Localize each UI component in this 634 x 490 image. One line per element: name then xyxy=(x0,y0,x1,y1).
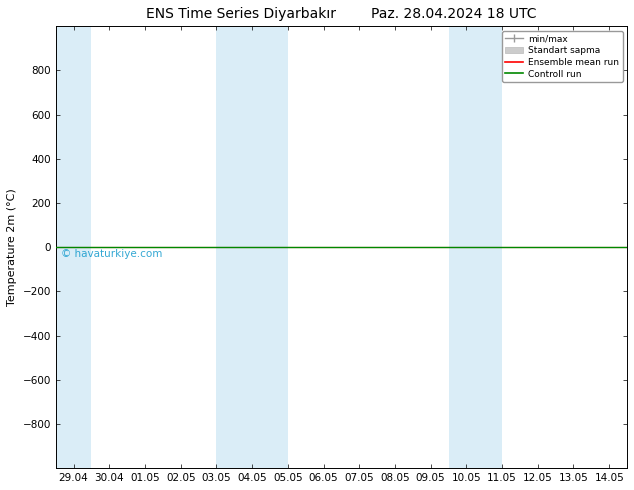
Bar xyxy=(448,26,502,468)
Legend: min/max, Standart sapma, Ensemble mean run, Controll run: min/max, Standart sapma, Ensemble mean r… xyxy=(501,31,623,82)
Title: ENS Time Series Diyarbakır        Paz. 28.04.2024 18 UTC: ENS Time Series Diyarbakır Paz. 28.04.20… xyxy=(146,7,536,21)
Bar xyxy=(56,26,91,468)
Y-axis label: Temperature 2m (°C): Temperature 2m (°C) xyxy=(7,188,17,306)
Text: © havaturkiye.com: © havaturkiye.com xyxy=(61,249,163,259)
Bar xyxy=(216,26,288,468)
